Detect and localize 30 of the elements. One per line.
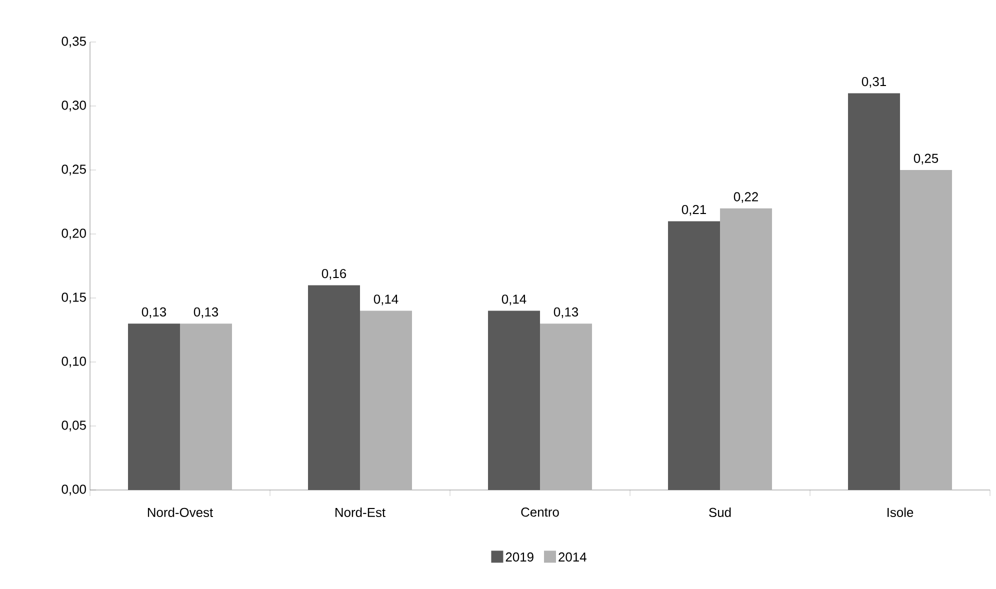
bar — [900, 170, 952, 490]
data-label: 0,22 — [734, 192, 758, 203]
data-label: 0,16 — [322, 268, 346, 280]
data-label: 0,14 — [374, 294, 398, 306]
y-tick-label: 0,20 — [62, 228, 86, 240]
data-label: 0,13 — [554, 307, 578, 318]
bar — [180, 324, 232, 490]
data-label: 0,13 — [142, 307, 166, 318]
bar — [360, 310, 412, 490]
data-label: 0,21 — [682, 204, 706, 216]
y-tick-label: 0,30 — [62, 100, 86, 112]
y-tick-label: 0,10 — [62, 356, 86, 368]
x-tick-label: Isole — [888, 508, 914, 518]
y-tick-label: 0,35 — [62, 36, 86, 48]
x-tick-label: Centro — [521, 508, 559, 517]
y-tick-label: 0,05 — [62, 420, 86, 432]
legend-label: 2014 — [558, 552, 586, 562]
data-label: 0,25 — [914, 154, 938, 164]
x-tick-label: Sud — [709, 508, 731, 518]
data-label: 0,31 — [862, 76, 886, 88]
y-tick-label: 0,25 — [62, 164, 86, 176]
x-tick-label: Nord-Est — [336, 508, 386, 518]
bar — [540, 324, 592, 490]
x-tick-label: Nord-Ovest — [148, 508, 214, 518]
data-label: 0,14 — [502, 294, 526, 306]
y-tick-label: 0,00 — [62, 484, 86, 496]
bar — [720, 208, 772, 490]
legend-label: 2019 — [506, 552, 534, 562]
data-label: 0,13 — [194, 307, 218, 318]
y-tick-label: 0,15 — [62, 292, 86, 304]
